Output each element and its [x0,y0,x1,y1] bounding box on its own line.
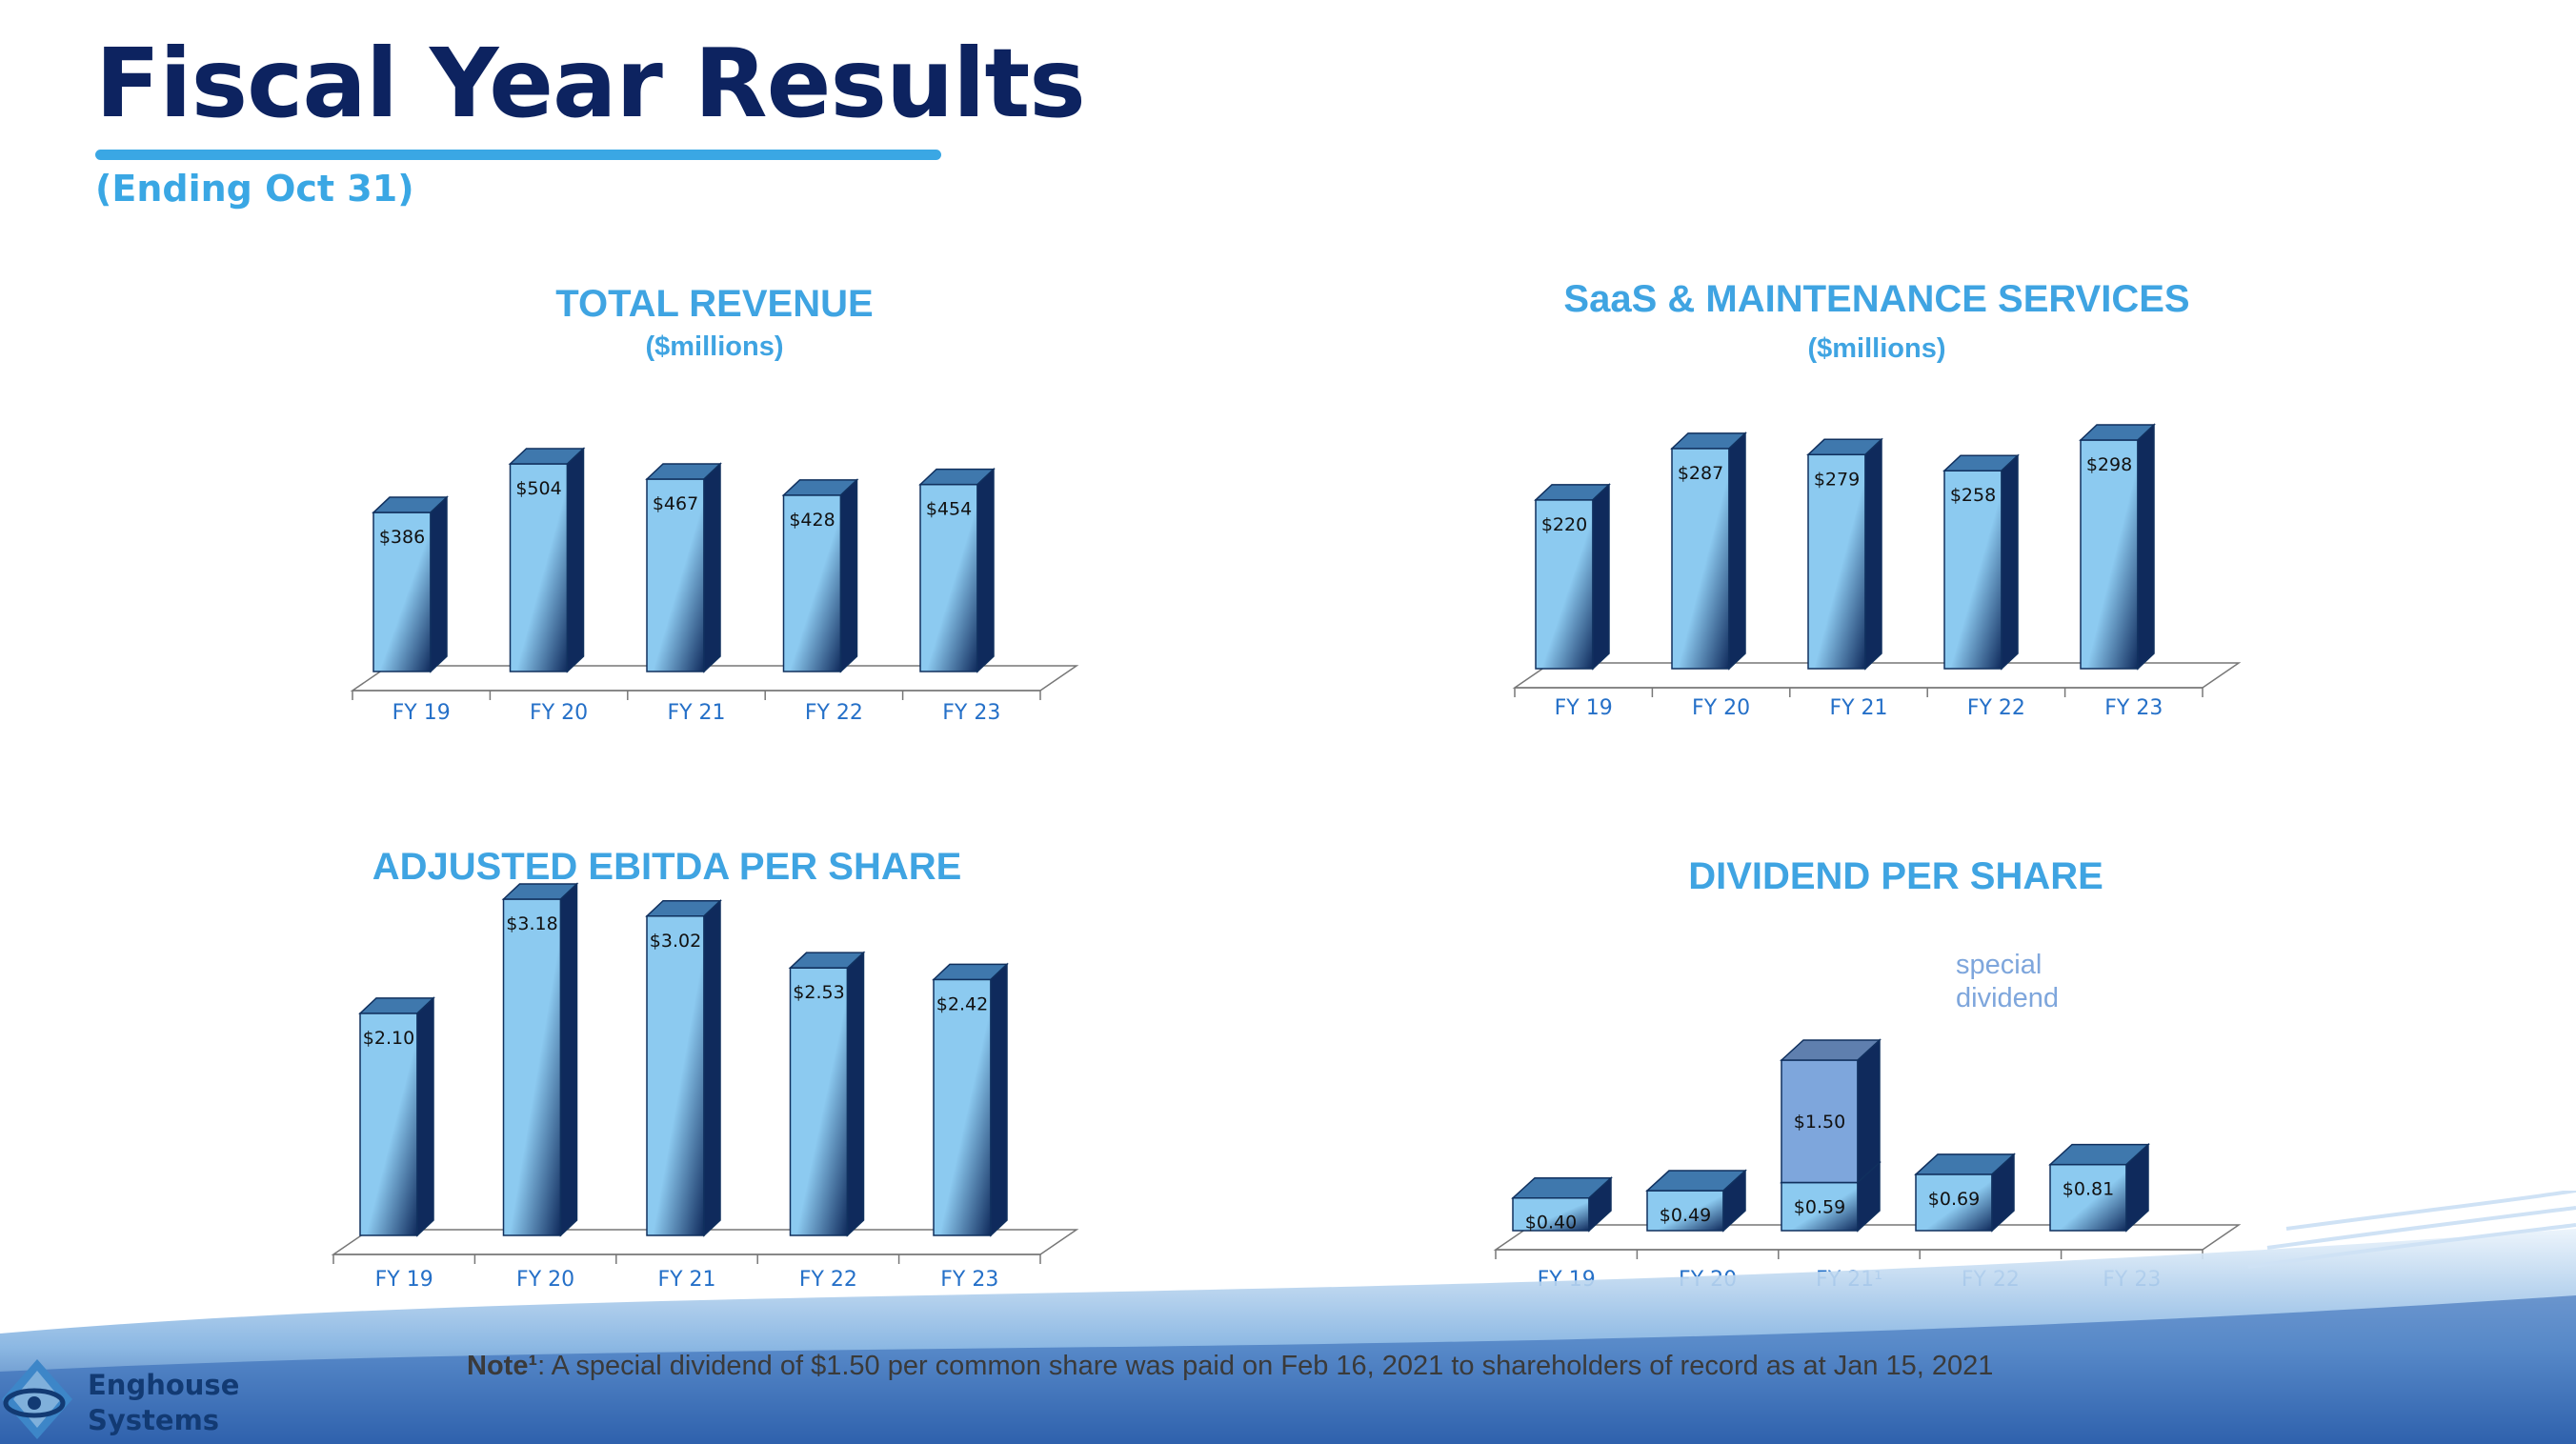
bar-fy23 [932,962,1009,1237]
dividend-bar-1 [1645,1169,1747,1233]
bar-fy22 [781,478,859,673]
footnote-label: Note¹ [467,1351,538,1381]
dividend-value-label: $0.40 [1525,1213,1577,1233]
bar-value-label: $3.02 [650,931,701,952]
bar-value-label: $279 [1814,469,1860,490]
ebitda-per-share-chart: ADJUSTED EBITDA PER SHARE $2.10 $3.18 $3.0… [305,838,1143,1314]
dividend-value-label: $0.59 [1794,1196,1845,1217]
dividend-bar-0 [1511,1176,1613,1233]
x-tick-label: FY 21 [667,701,725,725]
bar-value-label: $467 [653,493,698,514]
enghouse-logo-icon [2,1359,72,1439]
logo-line-2: Systems [88,1404,220,1436]
total-revenue-plot: $386 $504 $467 $428 $454 FY 19 FY 20 FY 21 FY 22… [350,447,1079,725]
enghouse-logo-text: Enghouse Systems [88,1368,239,1438]
special-dividend-bar-2 [1780,1038,1882,1185]
page-title: Fiscal Year Results [95,28,1086,139]
dividend-value-label: $0.81 [2063,1179,2114,1200]
saas-maintenance-plot: $220 $287 $279 $258 $298 FY 19 FY 20 FY 21 FY 22… [1512,423,2242,720]
page-subtitle: (Ending Oct 31) [95,168,414,210]
bar-value-label: $386 [379,527,425,548]
ebitda-per-share-plot: $2.10 $3.18 $3.02 $2.53 $2.42 FY 19 FY 20 FY 21… [331,882,1079,1292]
bar-value-label: $3.18 [506,913,557,934]
bar-value-label: $258 [1950,485,1996,506]
bar-fy19 [372,495,449,673]
title-underline [95,150,941,160]
bar-value-label: $287 [1678,463,1723,484]
bar-value-label: $2.53 [793,982,844,1003]
bar-value-label: $504 [515,478,561,499]
x-tick-label: FY 23 [940,1268,998,1292]
saas-maintenance-title: SaaS & MAINTENANCE SERVICES [1563,278,2190,320]
bar-fy19 [1534,483,1611,671]
bar-value-label: $428 [789,510,835,531]
bar-value-label: $454 [926,499,972,520]
x-tick-label: FY 20 [530,701,588,725]
x-tick-label: FY 21 [1829,696,1887,720]
bar-value-label: $298 [2086,454,2132,475]
bar-fy19 [358,996,435,1237]
bar-fy23 [2079,423,2156,671]
x-tick-label: FY 21 [657,1268,715,1292]
x-tick-label: FY 22 [1967,696,2025,720]
bar-fy20 [501,882,579,1237]
x-tick-label: FY 22 [799,1268,857,1292]
bar-fy22 [788,951,866,1237]
x-tick-label: FY 19 [1555,696,1613,720]
total-revenue-title: TOTAL REVENUE [555,283,874,325]
x-tick-label: FY 20 [516,1268,574,1292]
footnote-text: : A special dividend of $1.50 per common… [537,1351,1994,1381]
dividend-value-label: $0.49 [1660,1205,1711,1226]
special-dividend-value-label: $1.50 [1794,1112,1845,1133]
bar-fy21 [645,899,722,1237]
x-tick-label: FY 19 [375,1268,433,1292]
dividend-value-label: $0.69 [1928,1189,1980,1210]
bar-fy21 [1806,437,1883,671]
saas-maintenance-chart: SaaS & MAINTENANCE SERVICES ($millions) … [1486,276,2267,752]
x-tick-label: FY 20 [1692,696,1750,720]
x-tick-label: FY 23 [942,701,1000,725]
bar-fy23 [918,467,996,673]
x-tick-label: FY 22 [805,701,863,725]
footer-wave-decoration [0,1191,2576,1444]
footnote: Note¹: A special dividend of $1.50 per c… [467,1351,1993,1382]
x-tick-label: FY 23 [2104,696,2163,720]
bar-value-label: $2.42 [936,993,988,1014]
dividend-bar-3 [1914,1153,2016,1233]
bar-value-label: $220 [1541,514,1587,535]
logo-line-1: Enghouse [88,1369,240,1401]
saas-maintenance-unit: ($millions) [1807,333,1946,364]
dividend-per-share-title: DIVIDEND PER SHARE [1688,855,2103,897]
bar-fy21 [645,462,722,673]
bar-fy22 [1942,453,2020,671]
total-revenue-unit: ($millions) [645,331,784,362]
bar-fy20 [1670,431,1747,671]
ebitda-per-share-title: ADJUSTED EBITDA PER SHARE [372,846,962,888]
bar-value-label: $2.10 [363,1028,414,1049]
special-dividend-annotation: special dividend [1956,950,2060,1013]
bar-fy20 [508,447,586,673]
total-revenue-chart: TOTAL REVENUE ($millions) $386 $504 $467 $4… [324,276,1105,752]
dividend-bar-4 [2048,1142,2150,1233]
x-tick-label: FY 19 [392,701,451,725]
